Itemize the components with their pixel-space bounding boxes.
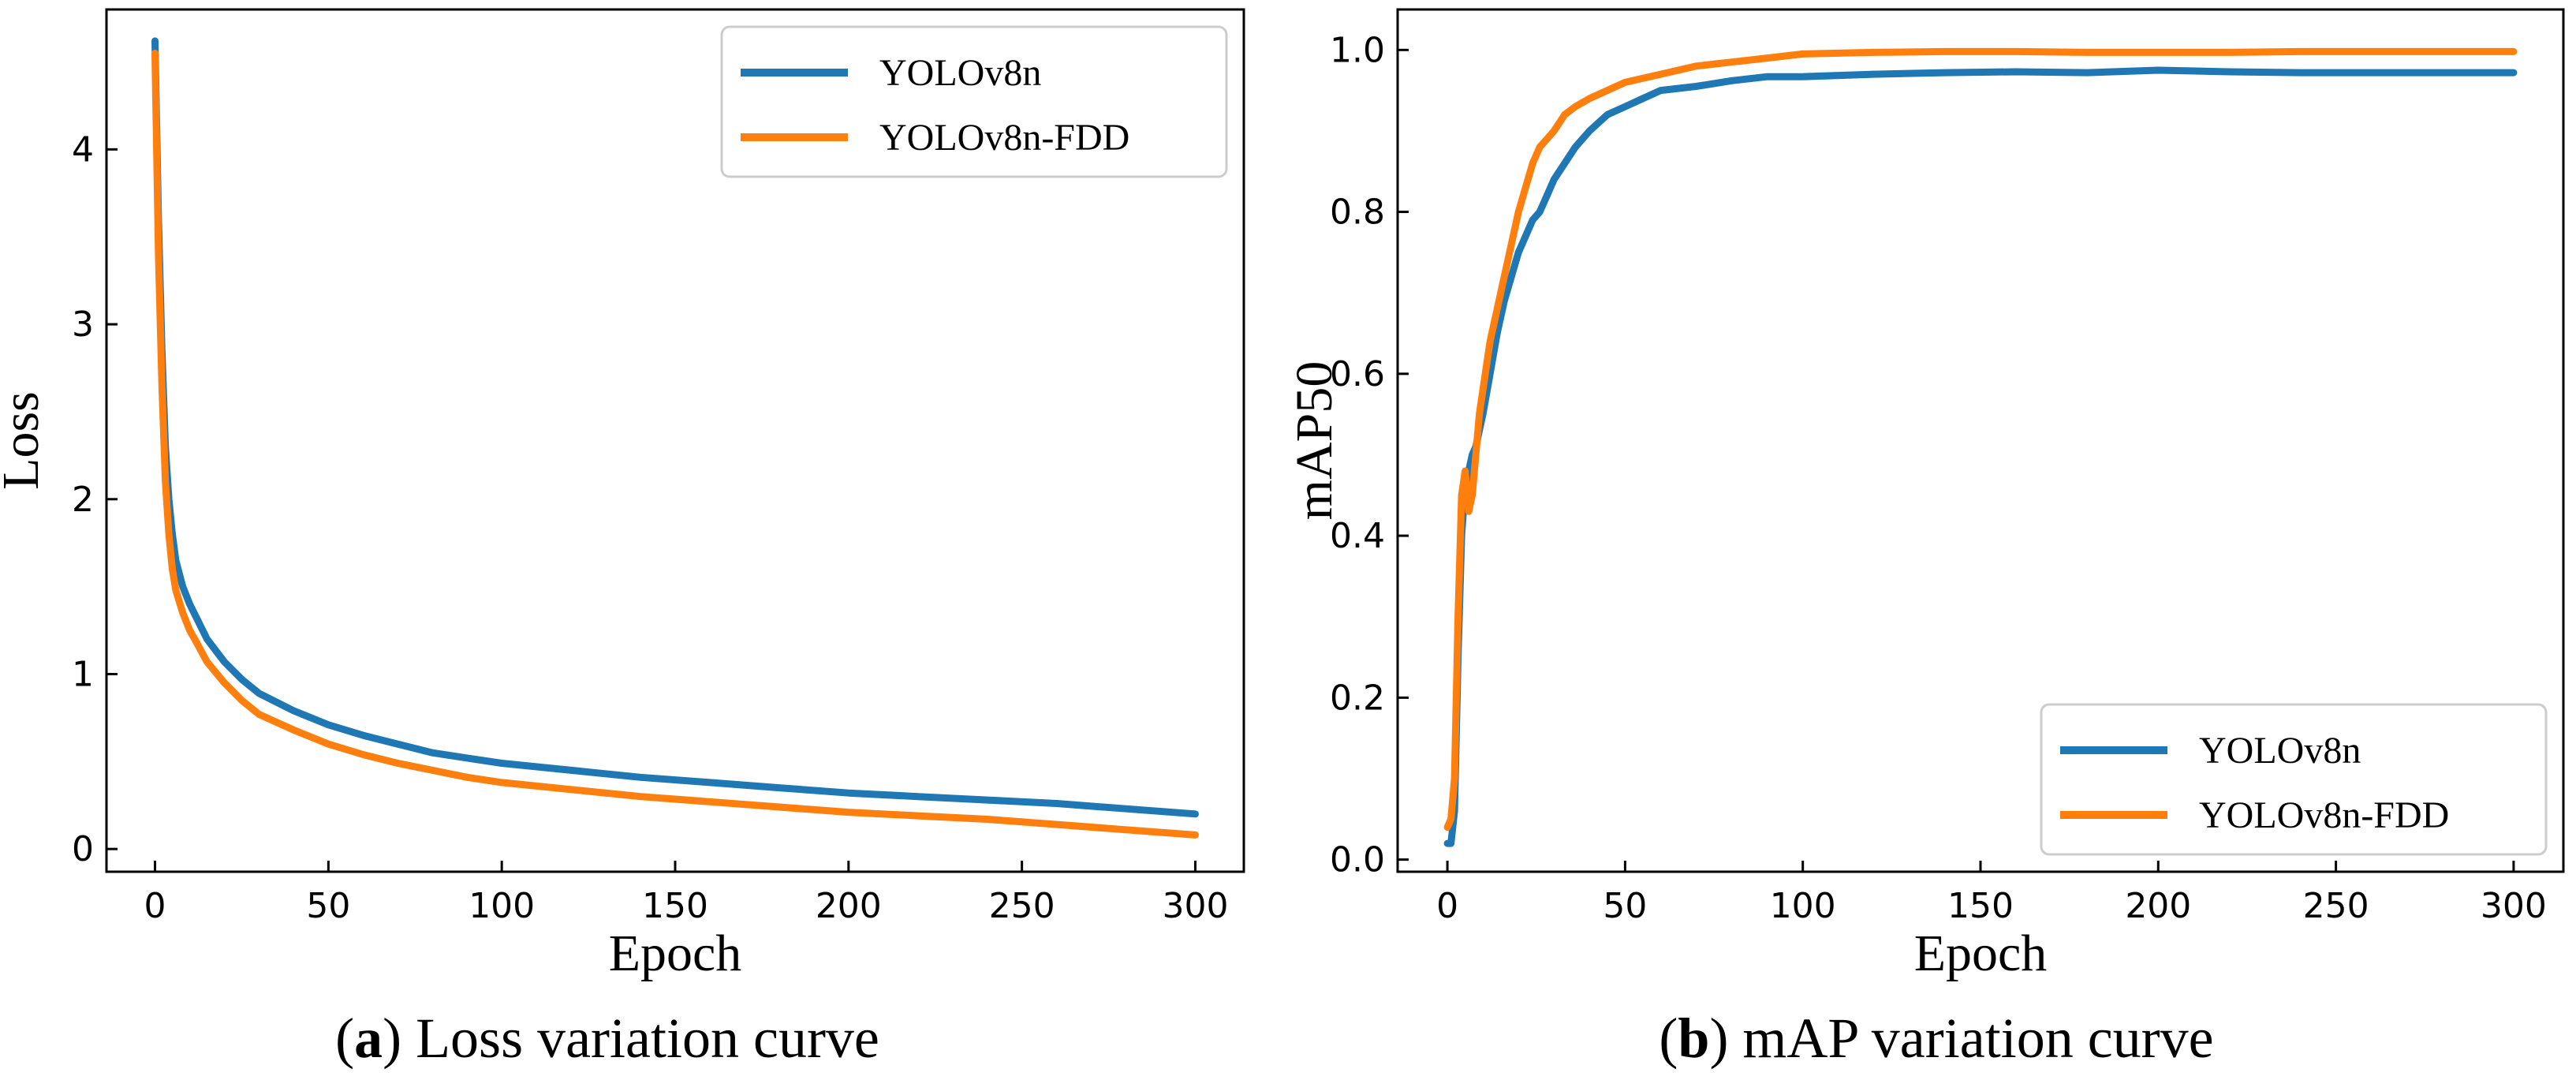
x-tick-label: 300 [1162, 886, 1228, 926]
series-line-yolov8n [1443, 66, 2518, 847]
x-tick-label: 0 [144, 886, 166, 926]
caption-open-paren: ( [1659, 1007, 1678, 1070]
x-tick-label: 250 [989, 886, 1055, 926]
x-tick-label: 100 [1770, 886, 1836, 926]
caption: (b) mAP variation curve [1659, 1007, 2213, 1070]
x-tick-label: 200 [816, 886, 882, 926]
chart-panel-2: 0 50 100 150 200 250 300 0.0 0.2 0.4 0.6 0.8 1.0 Epoc… [1286, 8, 2565, 1070]
legend-label: YOLOv8n-FDD [879, 117, 1129, 159]
caption: (a) Loss variation curve [335, 1007, 879, 1070]
y-tick-label: 2 [72, 480, 94, 520]
x-tick-label: 300 [2481, 886, 2547, 926]
x-tick-label: 50 [306, 886, 350, 926]
y-tick-label: 0 [72, 829, 94, 869]
y-axis-label: Loss [0, 391, 50, 490]
legend-label: YOLOv8n [2199, 730, 2361, 772]
x-tick-label: 0 [1436, 886, 1458, 926]
y-tick-label: 0.8 [1330, 192, 1385, 233]
caption-letter: a [354, 1007, 383, 1070]
caption-text: Loss variation curve [401, 1007, 879, 1070]
x-tick-label: 150 [1947, 886, 2014, 926]
caption-text: mAP variation curve [1728, 1007, 2213, 1070]
x-tick-label: 50 [1603, 886, 1647, 926]
x-tick-label: 150 [642, 886, 708, 926]
chart-panel-1: 0 50 100 150 200 250 30001234EpochLossYOLOv8nY… [0, 8, 1245, 1070]
y-tick-label: 3 [72, 305, 94, 345]
y-tick-label: 0.2 [1330, 678, 1385, 718]
series-line-yolov8n-fdd [1443, 47, 2518, 831]
y-tick-label: 1 [72, 654, 94, 694]
y-tick-label: 0.4 [1330, 516, 1385, 556]
caption-close-paren: ) [1709, 1007, 1728, 1070]
legend: YOLOv8n YOLOv8n-FDD [2040, 703, 2548, 856]
y-tick-label: 4 [72, 129, 94, 170]
caption-open-paren: ( [335, 1007, 354, 1070]
legend-label: YOLOv8n-FDD [2199, 794, 2449, 836]
legend: YOLOv8n YOLOv8n-FDD [720, 25, 1228, 178]
caption-close-paren: ) [383, 1007, 401, 1070]
x-tick-label: 200 [2125, 886, 2191, 926]
x-axis-label: Epoch [609, 925, 742, 982]
y-axis-label: mAP50 [1286, 361, 1343, 521]
caption-letter: b [1678, 1007, 1709, 1070]
x-axis-label: Epoch [1914, 925, 2048, 982]
series-line-yolov8n-fdd [151, 49, 1199, 839]
y-tick-label: 0.6 [1330, 354, 1385, 394]
x-tick-label: 250 [2303, 886, 2369, 926]
y-tick-label: 0.0 [1330, 840, 1385, 880]
legend-label: YOLOv8n [879, 52, 1041, 94]
y-tick-label: 1.0 [1330, 30, 1385, 70]
x-tick-label: 100 [469, 886, 535, 926]
